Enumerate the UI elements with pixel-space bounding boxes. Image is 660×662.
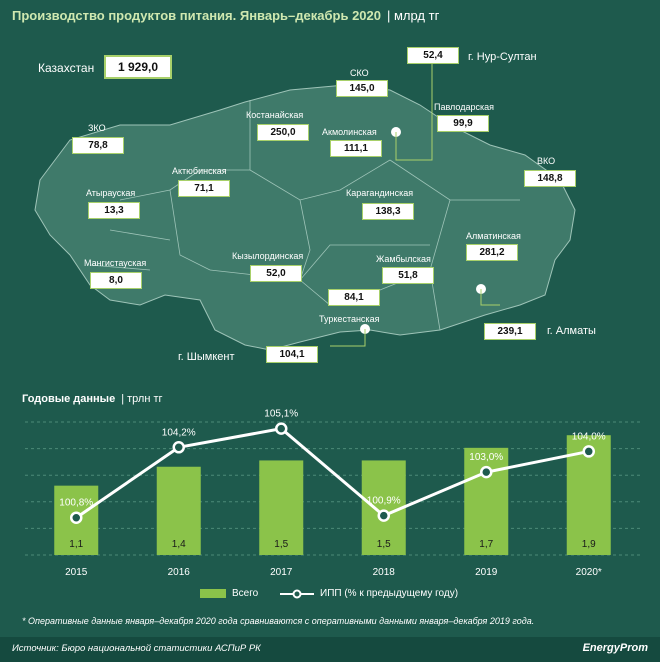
region-value-kostanay: 250,0	[257, 124, 309, 141]
region-value-aktobe: 71,1	[178, 180, 230, 197]
nursultan-leader	[395, 50, 433, 161]
source-text: Источник: Бюро национальной статистики А…	[12, 643, 261, 654]
region-label-mangystau: Мангистауская	[84, 258, 147, 268]
region-value-almaty-region: 281,2	[466, 244, 518, 261]
x-tick-label: 2015	[65, 567, 88, 578]
bar	[361, 460, 406, 555]
legend-swatch-line	[280, 589, 314, 598]
region-value-zko: 78,8	[72, 137, 124, 154]
bar-label: 1,9	[582, 539, 596, 550]
almaty-leader	[480, 289, 500, 306]
bar	[259, 460, 304, 555]
annual-chart: 1,1 1,4 1,5 1,5 1,7 1,9 100,8%104,2%105,1%100…	[25, 409, 640, 578]
annual-unit: | трлн тг	[121, 393, 163, 405]
region-value-sko: 145,0	[336, 80, 388, 97]
bar-label: 1,5	[377, 539, 391, 550]
grid-lines	[25, 421, 640, 556]
region-label-atyrau: Атырауская	[86, 188, 136, 198]
ipp-point	[70, 511, 83, 524]
region-value-pavlodar: 99,9	[437, 115, 489, 132]
country-value: 1 929,0	[104, 55, 172, 79]
region-label-kostanay: Костанайская	[246, 110, 304, 120]
brand-logo-text: EnergyProm	[582, 642, 648, 654]
region-value-shymkent: 104,1	[266, 346, 318, 363]
region-value-almaty-city: 239,1	[484, 323, 536, 340]
region-value-karaganda: 138,3	[362, 203, 414, 220]
x-tick-label: 2017	[270, 567, 293, 578]
legend-swatch-bar	[200, 589, 226, 598]
ipp-line	[75, 427, 590, 519]
region-label-zhambyl: Жамбылская	[376, 254, 431, 264]
region-label-sko: СКО	[350, 68, 369, 78]
legend-item-ipp: ИПП (% к предыдущему году)	[280, 588, 458, 599]
bar-label: 1,4	[172, 539, 186, 550]
region-value-mangystau: 8,0	[90, 272, 142, 289]
ipp-point	[377, 509, 390, 522]
legend-label-total: Всего	[232, 588, 259, 599]
bar-label: 1,7	[479, 539, 493, 550]
footer: Источник: Бюро национальной статистики А…	[0, 637, 660, 662]
region-value-atyrau: 13,3	[88, 202, 140, 219]
region-label-pavlodar: Павлодарская	[434, 102, 494, 112]
region-label-karaganda: Карагандинская	[346, 188, 414, 198]
bar	[156, 466, 201, 555]
ipp-point	[480, 465, 493, 479]
region-label-almaty-region: Алматинская	[466, 231, 521, 241]
region-label-aktobe: Актюбинская	[172, 166, 227, 176]
annual-title-text: Годовые данные	[22, 393, 116, 405]
region-value-turkestan: 84,1	[328, 289, 380, 306]
region-label-turkestan: Туркестанская	[319, 314, 380, 324]
ipp-label: 104,0%	[572, 431, 606, 442]
region-label-kyzylorda: Кызылординская	[232, 251, 304, 261]
ipp-label: 104,2%	[162, 427, 196, 438]
x-tick-label: 2018	[373, 567, 396, 578]
page-title: Производство продуктов питания. Январь–д…	[12, 8, 439, 23]
region-label-nursultan: г. Нур-Султан	[468, 51, 537, 63]
bar-labels: 1,1 1,4 1,5 1,5 1,7 1,9	[69, 539, 596, 550]
ipp-label: 105,1%	[264, 409, 298, 420]
bars	[54, 435, 611, 555]
ipp-point	[582, 445, 595, 458]
title-unit: | млрд тг	[386, 8, 440, 23]
legend-item-total: Всего	[200, 588, 258, 599]
ipp-points	[70, 422, 595, 524]
footnote: * Оперативные данные января–декабря 2020…	[22, 616, 535, 626]
annual-title: Годовые данные | трлн тг	[22, 393, 163, 405]
legend-label-ipp: ИПП (% к предыдущему году)	[320, 588, 459, 599]
ipp-label: 100,8%	[59, 498, 93, 509]
region-label-shymkent: г. Шымкент	[178, 351, 235, 363]
region-label-zko: ЗКО	[88, 123, 106, 133]
ipp-point	[172, 441, 185, 454]
title-text: Производство продуктов питания. Январь–д…	[12, 8, 381, 23]
x-tick-label: 2016	[168, 567, 191, 578]
region-label-vko: ВКО	[537, 156, 556, 166]
region-value-zhambyl: 51,8	[382, 267, 434, 284]
x-tick-label: 2020*	[576, 567, 602, 578]
ipp-label: 103,0%	[469, 452, 503, 463]
region-value-akmola: 111,1	[330, 140, 382, 157]
map-outline	[34, 84, 576, 351]
ipp-point	[275, 422, 288, 435]
ipp-labels: 100,8% 104,2% 105,1% 100,9% 103,0% 104,0%	[59, 409, 606, 509]
region-value-vko: 148,8	[524, 170, 576, 187]
region-label-almaty-city: г. Алматы	[547, 325, 596, 337]
x-tick-labels: 2015 2016 2017 2018 2019 2020*	[65, 567, 602, 578]
country-label: Казахстан	[38, 61, 95, 75]
region-value-kyzylorda: 52,0	[250, 265, 302, 282]
ipp-label: 100,9%	[367, 496, 401, 507]
shymkent-leader	[330, 329, 366, 347]
region-label-akmola: Акмолинская	[322, 127, 377, 137]
x-tick-label: 2019	[475, 567, 498, 578]
bar	[464, 447, 509, 555]
bar-label: 1,1	[69, 539, 83, 550]
region-value-nursultan: 52,4	[407, 47, 459, 64]
bar-label: 1,5	[274, 539, 288, 550]
ipp-line-path	[75, 427, 590, 519]
